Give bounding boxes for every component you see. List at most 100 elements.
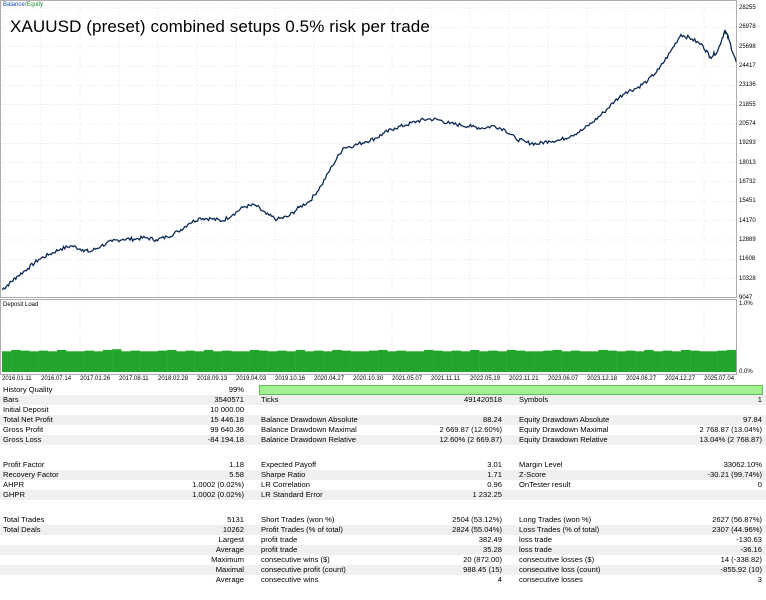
y-tick-label: 11608 xyxy=(739,256,756,263)
y-tick-label: 18013 xyxy=(739,159,756,166)
report-value: 1.0002 (0.02%) xyxy=(192,490,244,499)
report-value: -130.63 xyxy=(736,535,762,544)
report-label: profit trade xyxy=(261,535,298,544)
report-value: 15 446.18 xyxy=(210,415,244,424)
history-quality-label: History Quality xyxy=(3,385,53,394)
report-value: -36.16 xyxy=(740,545,762,554)
x-tick-label: 2018.02.28 xyxy=(158,376,189,382)
report-value: 2 669.87 (12.60%) xyxy=(439,425,502,434)
report-value: 13.04% (2 768.87) xyxy=(699,435,762,444)
load-bar xyxy=(341,350,351,372)
x-tick-label: 2025.07.04 xyxy=(704,376,735,382)
report-value: 14 (-338.82) xyxy=(720,555,762,564)
load-bar xyxy=(396,350,406,372)
load-bar xyxy=(203,349,214,372)
report-row: Largest profit trade 382.49 loss trade -130.… xyxy=(0,535,766,545)
load-bar xyxy=(534,351,544,372)
y-tick-label: 12889 xyxy=(739,237,756,243)
load-bar xyxy=(121,351,131,372)
report-row: Total Net Profit 15 446.18 Balance Drawdow… xyxy=(0,415,766,425)
report-label: Balance Drawdown Absolute xyxy=(261,415,358,424)
load-bar xyxy=(414,351,425,372)
report-value: 1.0002 (0.02%) xyxy=(192,480,244,489)
load-bar xyxy=(157,350,168,372)
history-quality-value: 99% xyxy=(228,385,244,394)
load-bar xyxy=(11,349,21,372)
report-value: Largest xyxy=(218,535,244,544)
load-bar xyxy=(93,351,104,372)
report-label: consecutive losses ($) xyxy=(519,555,595,564)
load-bar xyxy=(497,351,507,372)
report-label: OnTester result xyxy=(519,480,571,489)
load-bar xyxy=(589,351,599,372)
report-label: loss trade xyxy=(519,535,552,544)
report-row: GHPR 1.0002 (0.02%) LR Standard Error 1 232… xyxy=(0,490,766,500)
report-value: 2504 (53.12%) xyxy=(452,515,502,524)
x-tick-label: 2020.10.30 xyxy=(353,376,384,382)
load-bar xyxy=(708,351,718,372)
report-label: Initial Deposit xyxy=(3,405,49,414)
report-label: consecutive loss (count) xyxy=(519,565,601,574)
report-value: 33062.10% xyxy=(723,460,762,469)
report-row: Recovery Factor 5.58 Sharpe Ratio 1.71 Z-Sco… xyxy=(0,470,766,480)
y-tick-label: 21855 xyxy=(739,101,756,108)
load-bar xyxy=(570,350,581,372)
load-bar xyxy=(249,349,260,372)
report-label: consecutive wins ($) xyxy=(261,555,330,564)
load-bar xyxy=(194,351,205,372)
y-tick-label: 9047 xyxy=(739,295,753,301)
load-bar xyxy=(635,351,645,372)
report-label: consecutive profit (count) xyxy=(261,565,346,574)
load-bar xyxy=(662,350,672,372)
report-label: Ticks xyxy=(261,395,279,404)
history-quality-bar xyxy=(259,385,763,395)
load-bar xyxy=(506,349,517,372)
report-value: 1 232.25 xyxy=(472,490,502,499)
load-bar xyxy=(469,349,480,372)
report-label: Symbols xyxy=(519,395,549,404)
load-y-tick-label: 0.0% xyxy=(739,369,753,375)
x-tick-label: 2024.12.27 xyxy=(665,376,696,382)
report-value: 4 xyxy=(497,575,502,584)
report-value: 3.01 xyxy=(487,460,502,469)
y-tick-label: 19293 xyxy=(739,140,756,147)
load-bar xyxy=(57,349,67,372)
load-bar xyxy=(616,351,627,372)
load-frame xyxy=(0,299,737,375)
report-value: 0.96 xyxy=(487,480,502,489)
x-tick-label: 2020.04.27 xyxy=(314,376,345,382)
report-label: Total Trades xyxy=(3,515,45,524)
y-tick-label: 15451 xyxy=(739,198,756,205)
load-bar xyxy=(213,351,223,372)
report-label: Total Deals xyxy=(3,525,41,534)
x-tick-label: 2017.08.11 xyxy=(119,376,149,382)
report-value: 10262 xyxy=(222,525,244,534)
load-y-tick-label: 1.0% xyxy=(739,301,753,307)
report-value: 99 640.36 xyxy=(210,425,244,434)
load-bar xyxy=(75,351,85,372)
x-tick-label: 2019.04.03 xyxy=(236,376,267,382)
report-label: Equity Drawdown Maximal xyxy=(519,425,609,434)
load-bar xyxy=(66,351,76,372)
load-bar xyxy=(286,351,296,372)
load-bar xyxy=(148,351,159,372)
report-value: 988.45 (15) xyxy=(463,565,502,574)
load-bar xyxy=(231,351,241,372)
report-label: Equity Drawdown Relative xyxy=(519,435,608,444)
x-tick-label: 2022.11.21 xyxy=(509,376,539,382)
x-tick-label: 2023.06.07 xyxy=(548,376,579,382)
report-row: Total Trades 5131 Short Trades (won %) 2504… xyxy=(0,515,766,525)
report-label: Total Net Profit xyxy=(3,415,53,424)
load-bar xyxy=(139,351,150,372)
report-row: Average profit trade 35.28 loss trade -36.16 xyxy=(0,545,766,555)
report-row: Gross Profit 99 640.36 Balance Drawdown Ma… xyxy=(0,425,766,435)
load-bar xyxy=(488,350,498,372)
report-value: -855.92 (10) xyxy=(720,565,762,574)
report-value: 2 768.87 (13.04%) xyxy=(699,425,762,434)
load-bar xyxy=(130,350,140,372)
report-row: Total Deals 10262 Profit Trades (% of tota… xyxy=(0,525,766,535)
balance-chart-canvas xyxy=(0,0,737,298)
y-tick-label: 10328 xyxy=(739,275,756,282)
report-label: LR Correlation xyxy=(261,480,310,489)
report-label: LR Standard Error xyxy=(261,490,323,499)
